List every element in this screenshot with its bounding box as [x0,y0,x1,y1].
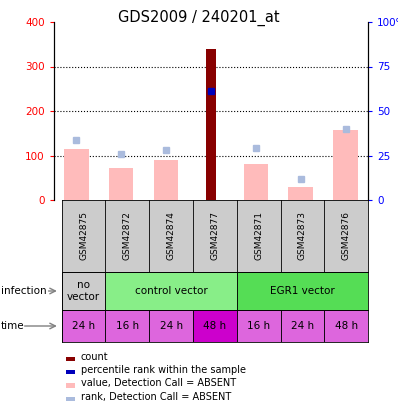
Text: GSM42875: GSM42875 [79,211,88,260]
Bar [149,310,193,342]
Bar [105,310,149,342]
Bar [237,310,281,342]
Bar [154,160,178,200]
Bar [334,130,358,200]
Bar [244,164,268,200]
Text: GSM42872: GSM42872 [123,211,132,260]
Bar [62,272,105,310]
Bar [289,187,313,200]
Bar [64,149,88,200]
Text: GSM42877: GSM42877 [211,211,219,260]
Text: 48 h: 48 h [203,321,226,331]
Text: time: time [1,321,24,331]
Text: 16 h: 16 h [247,321,270,331]
Bar [206,49,216,200]
Bar [193,310,237,342]
Text: value, Detection Call = ABSENT: value, Detection Call = ABSENT [80,378,236,388]
Text: GSM42876: GSM42876 [342,211,351,260]
Text: GSM42873: GSM42873 [298,211,307,260]
Text: control vector: control vector [135,286,207,296]
Text: 48 h: 48 h [335,321,358,331]
Text: percentile rank within the sample: percentile rank within the sample [80,365,246,375]
Text: 24 h: 24 h [72,321,95,331]
Text: count: count [80,352,108,362]
Bar [324,310,368,342]
Text: GSM42871: GSM42871 [254,211,263,260]
Text: EGR1 vector: EGR1 vector [270,286,335,296]
Text: no
vector: no vector [67,280,100,302]
Bar [109,168,133,200]
Text: rank, Detection Call = ABSENT: rank, Detection Call = ABSENT [80,392,231,402]
Bar [105,272,237,310]
Text: 24 h: 24 h [291,321,314,331]
Text: GSM42874: GSM42874 [167,211,176,260]
Bar [281,310,324,342]
Text: 16 h: 16 h [116,321,139,331]
Text: GDS2009 / 240201_at: GDS2009 / 240201_at [118,10,280,26]
Bar [237,272,368,310]
Text: 24 h: 24 h [160,321,183,331]
Text: infection: infection [1,286,47,296]
Bar [62,310,105,342]
